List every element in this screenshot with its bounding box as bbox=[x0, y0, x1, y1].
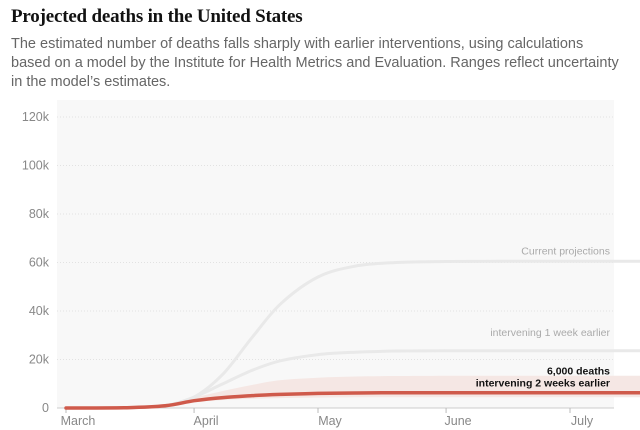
y-tick-label: 40k bbox=[29, 304, 50, 318]
y-tick-label: 100k bbox=[22, 159, 50, 173]
x-tick-label: May bbox=[318, 414, 342, 428]
series-label: intervening 1 week earlier bbox=[490, 327, 610, 339]
y-tick-label: 20k bbox=[29, 353, 50, 367]
chart-title: Projected deaths in the United States bbox=[11, 6, 303, 27]
plot-background bbox=[57, 100, 614, 408]
series-line-2-weeks-earlier bbox=[64, 390, 640, 410]
x-tick-label: April bbox=[194, 414, 219, 428]
series-label: Current projections bbox=[521, 245, 610, 257]
y-tick-label: 0 bbox=[42, 401, 49, 415]
chart-subtitle: The estimated number of deaths falls sha… bbox=[11, 36, 619, 90]
y-tick-label: 120k bbox=[22, 110, 50, 124]
series-label: 6,000 deaths bbox=[547, 366, 610, 378]
y-tick-label: 60k bbox=[29, 256, 50, 270]
x-tick-label: July bbox=[571, 414, 594, 428]
y-tick-label: 80k bbox=[29, 207, 50, 221]
series-label: intervening 2 weeks earlier bbox=[476, 378, 610, 390]
x-tick-label: March bbox=[61, 414, 96, 428]
x-tick-label: June bbox=[445, 414, 472, 428]
